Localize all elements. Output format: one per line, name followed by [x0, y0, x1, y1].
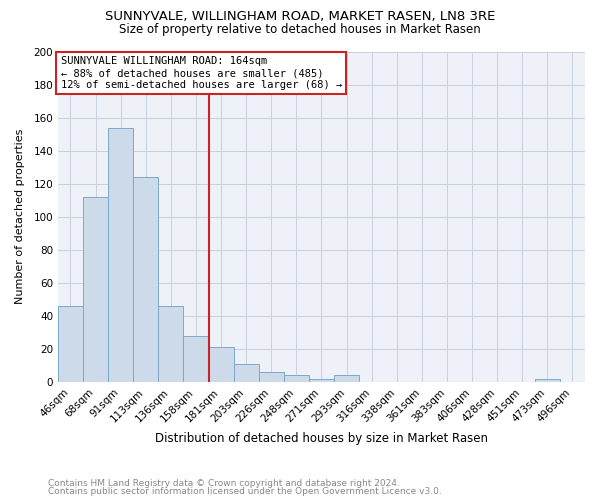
Bar	[108, 128, 133, 382]
Bar	[233, 364, 259, 382]
Bar	[259, 372, 284, 382]
Text: SUNNYVALE WILLINGHAM ROAD: 164sqm
← 88% of detached houses are smaller (485)
12%: SUNNYVALE WILLINGHAM ROAD: 164sqm ← 88% …	[61, 56, 342, 90]
Bar	[309, 378, 334, 382]
Text: Size of property relative to detached houses in Market Rasen: Size of property relative to detached ho…	[119, 22, 481, 36]
Text: SUNNYVALE, WILLINGHAM ROAD, MARKET RASEN, LN8 3RE: SUNNYVALE, WILLINGHAM ROAD, MARKET RASEN…	[105, 10, 495, 23]
Y-axis label: Number of detached properties: Number of detached properties	[15, 129, 25, 304]
Bar	[83, 197, 108, 382]
Bar	[133, 177, 158, 382]
Bar	[58, 306, 83, 382]
X-axis label: Distribution of detached houses by size in Market Rasen: Distribution of detached houses by size …	[155, 432, 488, 445]
Text: Contains public sector information licensed under the Open Government Licence v3: Contains public sector information licen…	[48, 487, 442, 496]
Bar	[184, 336, 209, 382]
Bar	[209, 348, 233, 382]
Bar	[334, 376, 359, 382]
Bar	[158, 306, 184, 382]
Bar	[535, 378, 560, 382]
Bar	[284, 376, 309, 382]
Text: Contains HM Land Registry data © Crown copyright and database right 2024.: Contains HM Land Registry data © Crown c…	[48, 478, 400, 488]
